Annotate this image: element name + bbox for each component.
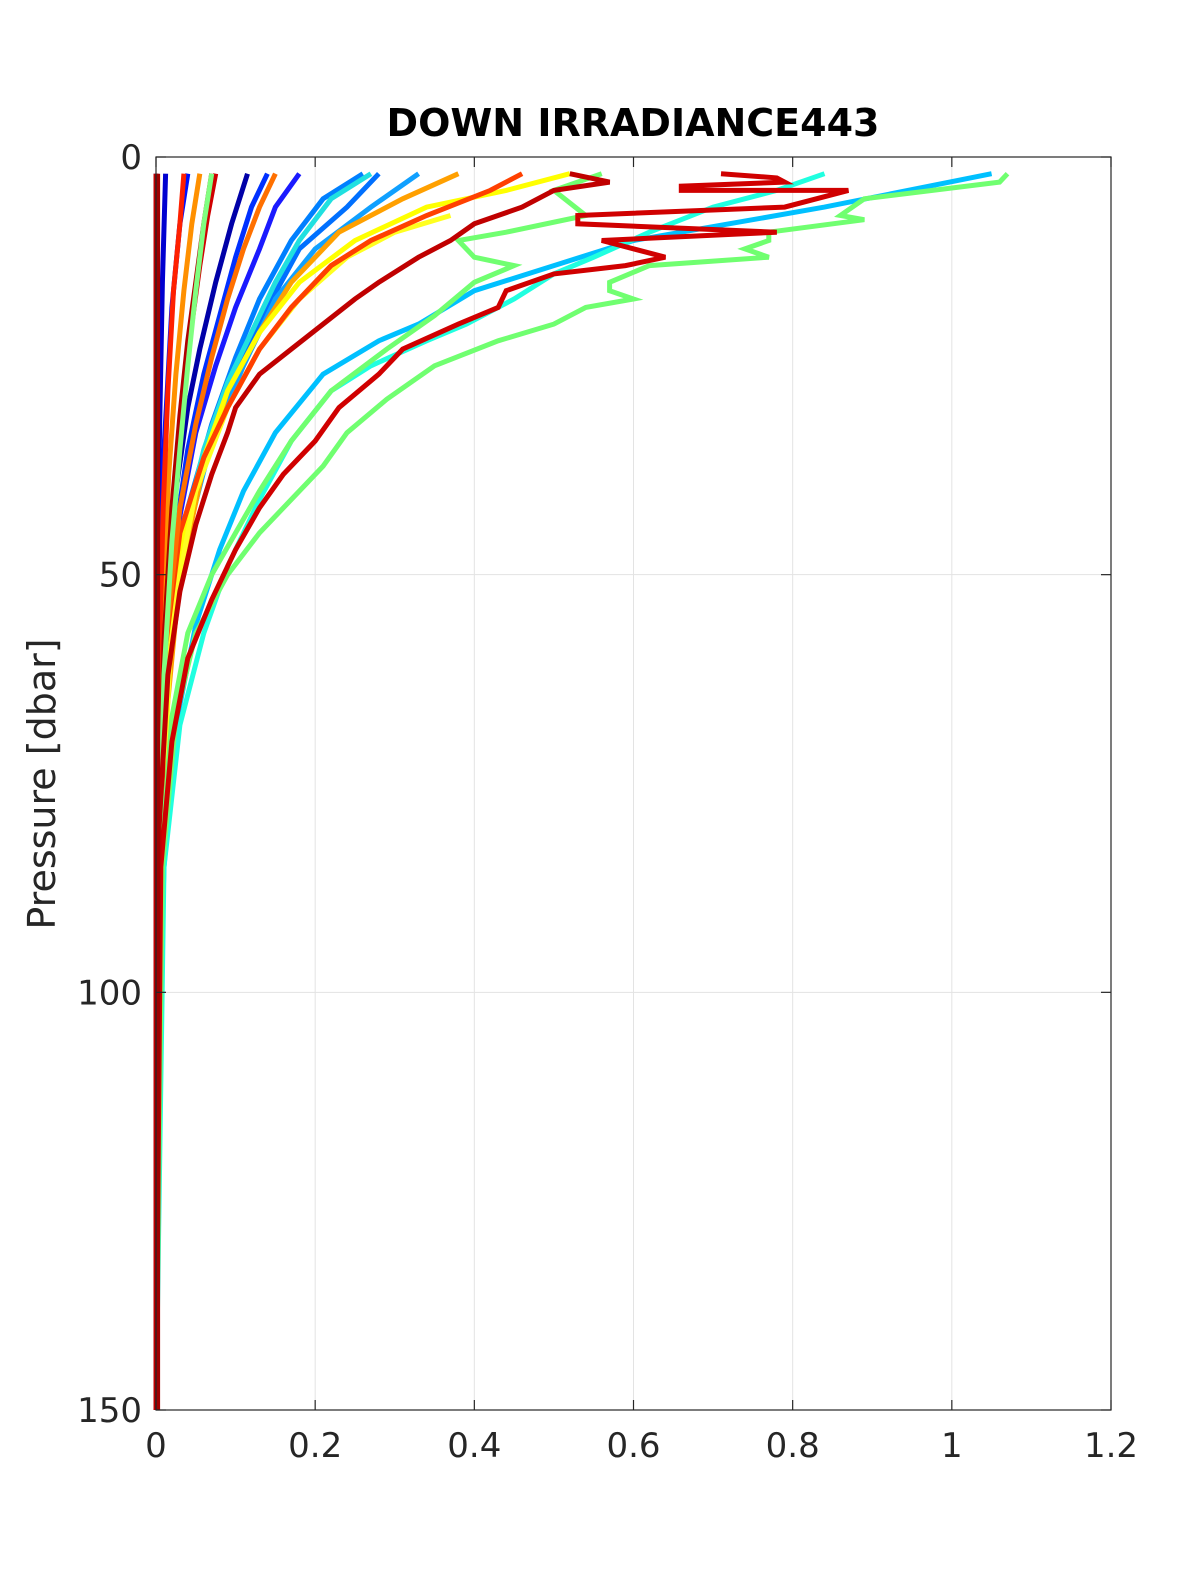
chart-title: DOWN IRRADIANCE443	[387, 101, 880, 145]
y-tick-labels: 0 50 100 150	[77, 138, 142, 1431]
y-tick-label: 0	[120, 138, 142, 178]
y-tick-label: 150	[77, 1391, 142, 1431]
x-tick-labels: 0 0.2 0.4 0.6 0.8 1 1.2	[145, 1426, 1138, 1466]
series-line-23	[153, 171, 1010, 1411]
x-tick-label: 1.2	[1084, 1426, 1138, 1466]
x-tick-label: 1	[941, 1426, 963, 1466]
x-tick-label: 0.2	[288, 1426, 342, 1466]
x-tick-label: 0.8	[766, 1426, 820, 1466]
y-tick-label: 50	[99, 556, 142, 596]
x-tick-label: 0.4	[447, 1426, 501, 1466]
y-tick-label: 100	[77, 973, 142, 1013]
series-line-25	[153, 171, 850, 1411]
series-line-24	[153, 171, 603, 1411]
series-line-26	[153, 171, 611, 1411]
y-axis-label: Pressure [dbar]	[20, 638, 64, 929]
axis-ticks	[155, 156, 1112, 1411]
x-tick-label: 0.6	[606, 1426, 660, 1466]
x-tick-label: 0	[145, 1426, 167, 1466]
